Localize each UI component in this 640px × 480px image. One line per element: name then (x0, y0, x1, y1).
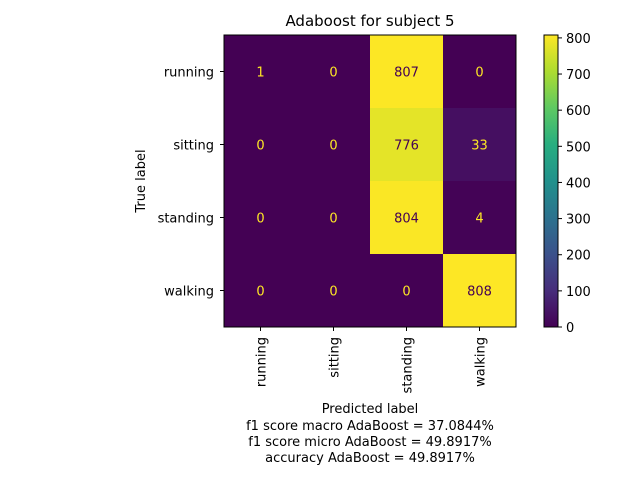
x-tick-labels: running sitting standing walking (255, 327, 489, 393)
colorbar-tick-label: 600 (566, 104, 591, 119)
heatmap-cell (443, 35, 517, 109)
x-tick-label: standing (401, 337, 416, 393)
heatmap-cell (370, 108, 444, 182)
y-tick-label: standing (158, 212, 214, 227)
colorbar-tick-label: 100 (566, 285, 591, 300)
cell-value-label: 0 (329, 212, 337, 227)
heatmap-cell (224, 108, 298, 182)
colorbar-tick-label: 300 (566, 213, 591, 228)
colorbar-tick-label: 800 (566, 32, 591, 47)
cell-value-label: 0 (256, 139, 264, 154)
footnote-accuracy: accuracy AdaBoost = 49.8917% (265, 451, 475, 466)
cell-value-label: 0 (329, 285, 337, 300)
cell-value-label: 0 (475, 66, 483, 81)
cell-value-label: 0 (256, 212, 264, 227)
heatmap-cell (443, 108, 517, 182)
colorbar-tick-label: 700 (566, 68, 591, 83)
y-tick-labels: running sitting standing walking (158, 66, 224, 300)
cell-value-label: 33 (471, 139, 488, 154)
colorbar-tick-label: 400 (566, 176, 591, 191)
footnote-f1-macro: f1 score macro AdaBoost = 37.0844% (246, 419, 494, 434)
heatmap-cell (297, 254, 371, 328)
colorbar (543, 34, 559, 328)
plot-frame (223, 34, 517, 328)
chart-title: Adaboost for subject 5 (285, 12, 454, 30)
heatmap-cell (297, 181, 371, 255)
cell-value-label: 0 (329, 139, 337, 154)
heatmap-cell (297, 108, 371, 182)
heatmap-cell (370, 254, 444, 328)
heatmap-cell (443, 254, 517, 328)
cell-value-label: 1 (256, 66, 264, 81)
colorbar-tick-label: 0 (566, 321, 574, 336)
heatmap-cell (297, 35, 371, 109)
cell-value-label: 804 (394, 212, 419, 227)
colorbar-ticks: 0 100 200 300 400 500 600 700 800 (558, 32, 591, 336)
x-tick-label: sitting (328, 337, 343, 378)
y-tick-label: sitting (173, 139, 214, 154)
cell-value-label: 807 (394, 66, 419, 81)
x-tick-label: walking (474, 337, 489, 387)
cell-value-label: 0 (329, 66, 337, 81)
heatmap-cell (370, 35, 444, 109)
y-tick-label: running (164, 66, 214, 81)
heatmap-cell (443, 181, 517, 255)
y-axis-label: True label (134, 149, 149, 213)
y-tick-label: walking (164, 285, 214, 300)
x-tick-label: running (255, 337, 270, 387)
heatmap-cell (224, 254, 298, 328)
colorbar-tick-label: 500 (566, 140, 591, 155)
cell-value-label: 808 (467, 285, 492, 300)
heatmap-cells: 1 0 807 0 0 0 776 33 0 0 804 4 0 0 0 808 (224, 35, 517, 328)
cell-value-label: 4 (475, 212, 483, 227)
heatmap-cell (224, 181, 298, 255)
cell-value-label: 0 (256, 285, 264, 300)
colorbar-tick-label: 200 (566, 249, 591, 264)
heatmap-cell (224, 35, 298, 109)
cell-value-label: 776 (394, 139, 419, 154)
heatmap-cell (370, 181, 444, 255)
cell-value-label: 0 (402, 285, 410, 300)
x-axis-label: Predicted label (322, 402, 419, 417)
footnote-f1-micro: f1 score micro AdaBoost = 49.8917% (248, 435, 491, 450)
